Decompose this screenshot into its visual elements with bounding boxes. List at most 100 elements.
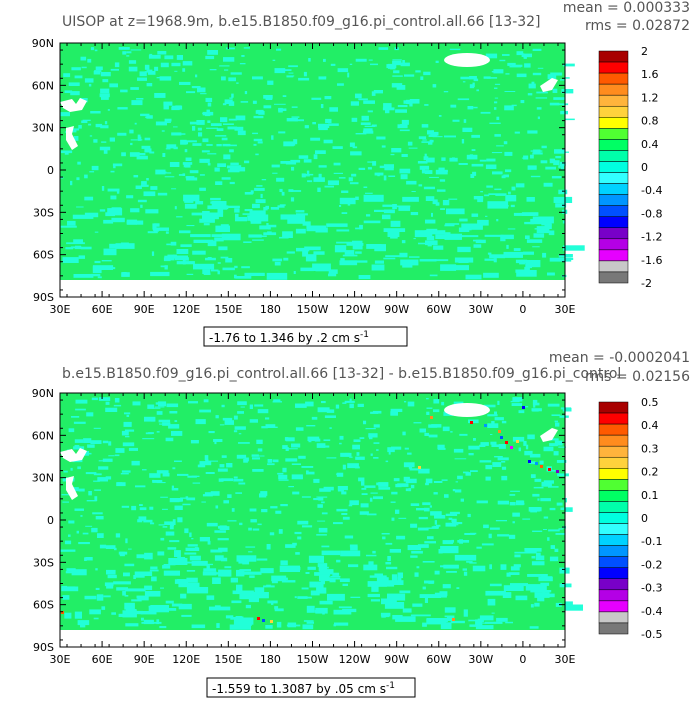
anomaly-cell <box>88 123 92 126</box>
anomaly-cell <box>66 242 85 245</box>
anomaly-cell <box>487 598 496 606</box>
anomaly-cell <box>552 88 558 93</box>
anomaly-cell <box>115 243 135 249</box>
anomaly-cell <box>68 534 71 537</box>
anomaly-cell <box>543 480 554 484</box>
anomaly-cell <box>201 150 210 153</box>
anomaly-cell <box>266 224 277 228</box>
anomaly-cell <box>352 240 363 246</box>
anomaly-cell <box>363 128 373 132</box>
anomaly-cell <box>78 125 82 129</box>
anomaly-cell <box>422 622 427 627</box>
anomaly-cell <box>190 440 199 444</box>
anomaly-cell <box>452 489 456 492</box>
anomaly-cell <box>435 202 440 206</box>
anomaly-cell <box>197 87 206 93</box>
anomaly-cell <box>547 438 559 441</box>
anomaly-cell <box>237 411 244 414</box>
anomaly-cell <box>337 68 349 73</box>
anomaly-cell <box>238 433 242 435</box>
anomaly-cell <box>256 439 263 444</box>
anomaly-cell <box>459 218 468 222</box>
anomaly-cell <box>95 66 103 71</box>
x-tick-label: 30E <box>50 303 71 316</box>
anomaly-cell <box>368 433 378 438</box>
anomaly-cell <box>207 153 217 155</box>
anomaly-cell <box>364 485 376 488</box>
anomaly-cell <box>374 209 386 212</box>
anomaly-cell <box>286 448 298 450</box>
anomaly-cell <box>373 442 380 444</box>
anomaly-cell <box>378 487 391 490</box>
anomaly-cell <box>395 509 400 514</box>
anomaly-cell <box>558 528 563 530</box>
colorbar-swatch <box>598 456 629 469</box>
anomaly-cell <box>347 72 350 78</box>
anomaly-cell <box>350 101 359 106</box>
anomaly-cell <box>359 511 369 515</box>
anomaly-cell <box>195 419 206 425</box>
anomaly-cell <box>277 205 285 208</box>
anomaly-cell <box>122 442 135 447</box>
anomaly-cell <box>99 146 111 151</box>
anomaly-cell <box>230 617 237 620</box>
anomaly-cell <box>70 91 80 96</box>
anomaly-cell <box>149 53 153 58</box>
anomaly-cell <box>172 467 176 470</box>
anomaly-cell <box>192 126 196 131</box>
anomaly-cell <box>227 494 232 498</box>
anomaly-cell <box>267 231 272 233</box>
anomaly-cell <box>383 209 395 214</box>
anomaly-cell <box>409 468 420 471</box>
anomaly-cell <box>206 565 210 570</box>
anomaly-cell <box>306 170 310 175</box>
anomaly-cell <box>85 525 93 527</box>
y-tick-label: 30N <box>32 472 54 485</box>
anomaly-cell <box>107 574 117 579</box>
anomaly-cell <box>287 217 306 224</box>
anomaly-cell <box>186 225 195 227</box>
anomaly-cell <box>492 462 502 467</box>
anomaly-cell <box>554 149 565 154</box>
anomaly-cell <box>532 402 540 406</box>
anomaly-cell <box>286 75 295 77</box>
anomaly-cell <box>186 570 196 572</box>
anomaly-cell <box>65 113 68 115</box>
anomaly-cell <box>326 409 335 413</box>
anomaly-cell <box>438 447 446 450</box>
anomaly-cell <box>110 170 115 173</box>
anomaly-cell <box>82 119 91 121</box>
anomaly-cell <box>364 125 375 127</box>
anomaly-cell <box>401 240 406 244</box>
anomaly-cell <box>424 104 429 106</box>
anomaly-cell <box>141 145 151 149</box>
anomaly-cell <box>259 235 267 237</box>
anomaly-cell <box>140 113 150 117</box>
anomaly-cell <box>93 139 98 143</box>
anomaly-cell <box>510 204 515 208</box>
anomaly-cell <box>424 541 436 544</box>
anomaly-cell <box>489 254 505 259</box>
anomaly-cell <box>401 154 408 157</box>
colorbar-swatch <box>598 150 629 162</box>
anomaly-cell <box>371 124 377 127</box>
anomaly-cell <box>525 235 530 239</box>
panel-top-greenland-mask <box>444 53 490 67</box>
anomaly-cell <box>419 594 442 598</box>
anomaly-cell <box>319 600 333 605</box>
outlier-speckle <box>470 421 473 424</box>
anomaly-cell <box>365 192 373 194</box>
anomaly-cell <box>352 146 358 149</box>
anomaly-cell <box>434 520 437 525</box>
anomaly-cell <box>209 69 217 71</box>
anomaly-cell <box>158 419 171 423</box>
anomaly-cell <box>257 448 263 452</box>
anomaly-cell <box>203 399 209 403</box>
anomaly-cell <box>227 520 237 522</box>
anomaly-cell <box>184 257 189 261</box>
anomaly-cell <box>204 492 217 496</box>
anomaly-cell <box>352 244 363 250</box>
anomaly-cell <box>298 455 306 459</box>
anomaly-cell <box>358 167 366 170</box>
